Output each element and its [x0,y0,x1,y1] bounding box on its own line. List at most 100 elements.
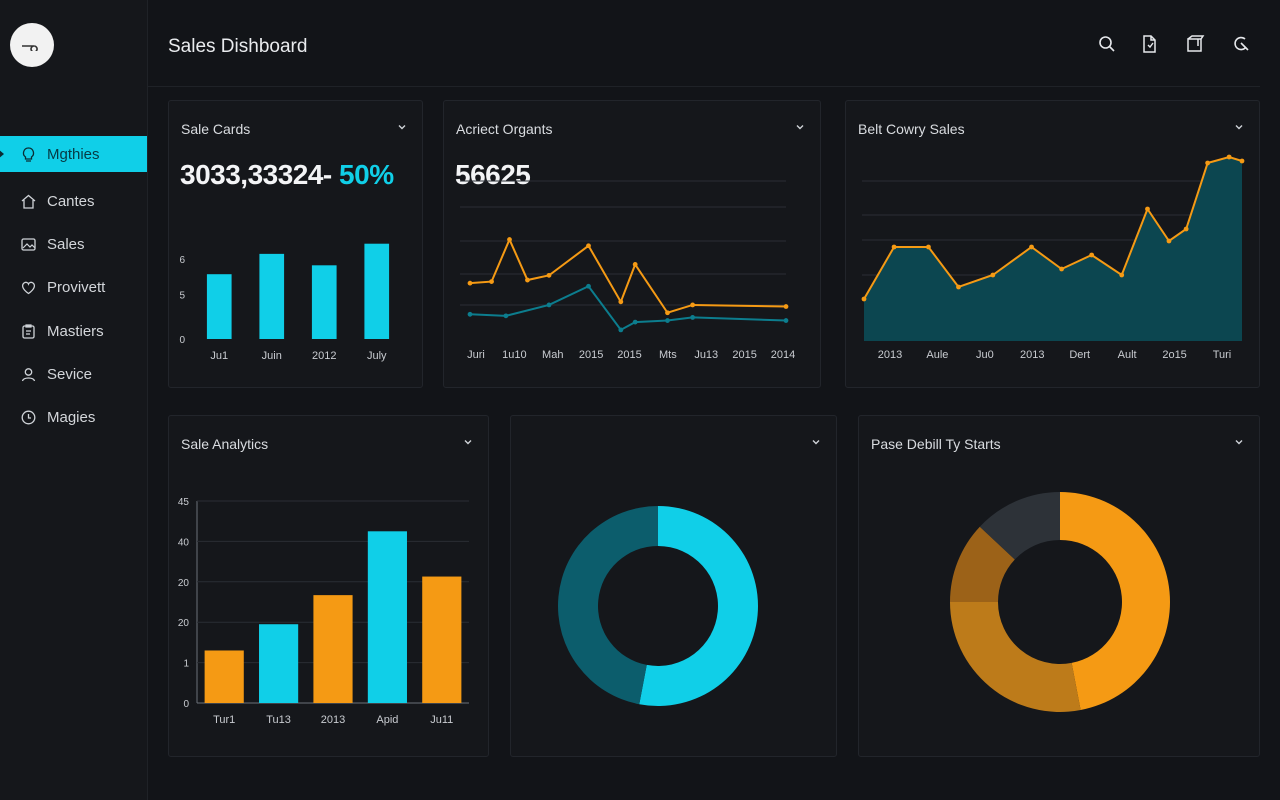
data-point [586,243,591,249]
series-line [469,285,787,332]
cyan-donut-chart [557,506,758,706]
data-point [665,318,670,323]
y-tick-label: 20 [178,578,190,589]
data-point [1119,272,1125,278]
chevron-down-icon[interactable] [1233,436,1245,448]
x-tick-label: 2013 [1020,349,1044,361]
x-tick-label: Aule [926,349,948,361]
card-donut-cyan [510,415,837,757]
chevron-down-icon[interactable] [810,436,822,448]
data-point [690,302,696,308]
bar [313,595,353,703]
y-tick-label: 1 [183,659,189,670]
x-tick-label: Tur1 [213,714,235,726]
data-point [861,296,867,302]
header-divider [148,86,1260,87]
y-tick-label: 5 [179,291,185,302]
data-point [525,277,530,283]
document-icon[interactable] [1140,34,1160,54]
page-title: Sales Dishboard [168,36,308,57]
user-icon [21,367,36,381]
y-tick-label: 0 [183,699,189,710]
heart-icon [21,281,36,294]
data-point [891,244,897,250]
card-active-organts: Acriect Organts 56625 Juri 1u10 Mah 2015 201… [443,100,821,388]
area-fill [864,157,1242,341]
data-point [783,318,789,323]
data-point [489,279,494,284]
sidebar-item-cantes[interactable]: Cantes [0,183,147,219]
x-tick-label: 2015 [732,349,756,361]
donut-slice [557,506,658,705]
app-logo[interactable] [10,23,54,67]
x-tick-label: Ju11 [430,714,453,726]
sidebar-item-magies[interactable]: Magies [0,399,147,435]
data-point [507,237,512,242]
data-point [632,319,638,325]
metric-number: 3033,33324- [180,159,332,190]
card-title: Belt Cowry Sales [858,121,965,137]
x-tick-label: Ju1 [210,350,228,362]
data-point [665,310,670,316]
refresh-icon[interactable] [1231,34,1251,54]
chevron-down-icon[interactable] [794,121,806,133]
bar [259,624,299,703]
data-point [546,302,552,308]
x-tick-label: Apid [376,714,398,726]
bar [204,650,244,703]
x-tick-label: Mts [659,349,677,361]
data-point [467,280,473,286]
data-point [1089,252,1095,258]
x-tick-label: Turi [1213,349,1232,361]
data-point [586,283,591,289]
sidebar-item-mastiers[interactable]: Mastiers [0,313,147,349]
sidebar-item-label: Provivett [47,278,106,296]
data-point [1166,238,1172,244]
sidebar-item-label: Mgthies [47,145,100,163]
donut-slice [950,602,1081,712]
x-tick-label: 2o15 [1162,349,1186,361]
bar [259,253,285,339]
data-point [1145,206,1150,212]
x-tick-label: Mah [542,349,563,361]
metric-value: 3033,33324- 50% [180,159,394,191]
card-title: Sale Analytics [181,436,269,452]
x-tick-label: Dert [1069,349,1090,361]
sidebar: Mgthies Cantes Sales Provivett Mastiers … [0,0,148,800]
card-sale-cards: Sale Cards 3033,33324- 50% 0 5 6 Ju1 Juin 201… [168,100,423,388]
sidebar-item-mgthies[interactable]: Mgthies [0,136,147,172]
sidebar-item-label: Mastiers [47,322,104,340]
sidebar-item-provivett[interactable]: Provivett [0,269,147,305]
home-icon [21,194,36,209]
metric-value: 56625 [455,159,531,190]
sidebar-item-label: Sales [47,235,85,253]
x-tick-label: 2013 [878,349,902,361]
search-icon[interactable] [1097,34,1117,54]
data-point [546,272,552,278]
bar [311,265,337,339]
chevron-down-icon[interactable] [396,121,408,133]
data-point [1205,160,1211,166]
x-tick-label: 2013 [321,714,345,726]
x-tick-label: 2015 [617,349,641,361]
data-point [1226,154,1232,160]
box-icon[interactable] [1185,34,1205,54]
data-point [1239,158,1245,164]
sidebar-item-label: Sevice [47,365,93,383]
x-tick-label: 1u10 [502,349,526,361]
clipboard-icon [22,323,35,339]
data-point [618,327,624,333]
image-icon [21,237,36,251]
x-tick-label: 2015 [579,349,603,361]
card-sale-analytics: Sale Analytics 0 1 20 20 40 45 Tur1 Tu13 2013 Api… [168,415,489,757]
data-point [503,313,509,319]
sidebar-item-sales[interactable]: Sales [0,226,147,262]
chevron-down-icon[interactable] [462,436,474,448]
metric-percent: 50% [339,159,394,190]
bar [364,243,390,339]
x-tick-label: Ju0 [976,349,994,361]
chevron-down-icon[interactable] [1233,121,1245,133]
link-icon [22,45,38,51]
card-title: Pase Debill Ty Starts [871,436,1001,452]
sidebar-item-sevice[interactable]: Sevice [0,356,147,392]
